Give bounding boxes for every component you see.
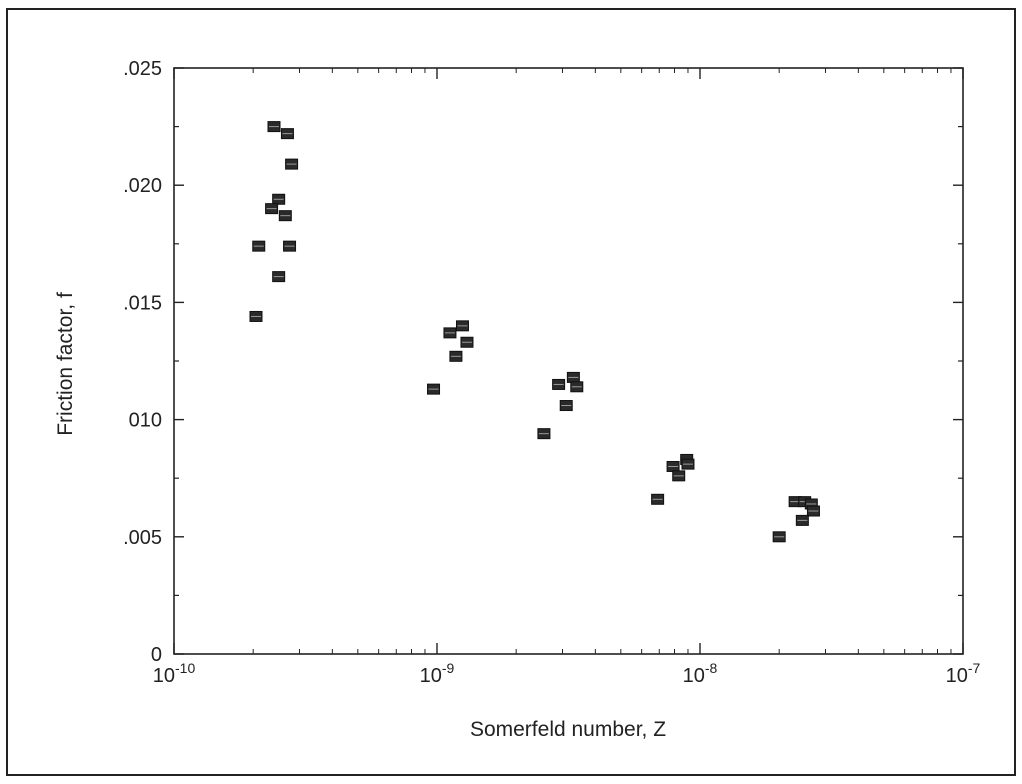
- y-tick-label: .005: [123, 527, 162, 549]
- y-axis-title: Friction factor, f: [54, 292, 77, 436]
- y-tick-label: .025: [123, 58, 162, 80]
- y-tick-label: .015: [123, 292, 162, 314]
- x-tick-label: 10-8: [683, 660, 718, 687]
- x-tick-label: 10-7: [946, 660, 981, 687]
- x-tick-label: 10-10: [153, 660, 196, 687]
- y-tick-label: 0: [151, 644, 162, 666]
- y-tick-label: .020: [123, 175, 162, 197]
- y-axis-title-group: Friction factor, f: [54, 292, 77, 436]
- x-axis-title: Somerfeld number, Z: [470, 718, 666, 741]
- plot-area-border: [173, 67, 964, 655]
- y-tick-label: 010: [129, 410, 162, 432]
- x-tick-label: 10-9: [420, 660, 455, 687]
